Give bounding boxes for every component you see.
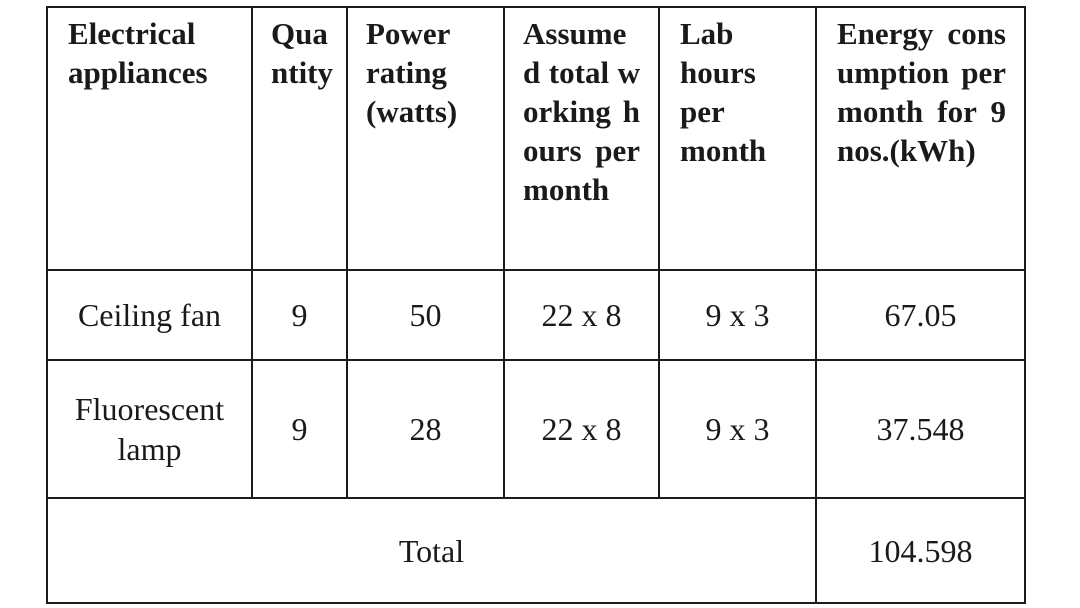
table-header-row: Electrical appliances Quantity Power rat…	[46, 6, 1026, 271]
total-value: 104.598	[815, 497, 1026, 604]
energy-cell: 67.05	[815, 269, 1026, 361]
total-label: Total	[46, 497, 817, 604]
lab-hours-cell: 9 x 3	[658, 359, 817, 499]
header-quantity: Quantity	[251, 6, 348, 271]
table-row: Fluorescent lamp 9 28 22 x 8 9 x 3 37.54…	[46, 359, 1026, 499]
quantity-cell: 9	[251, 359, 348, 499]
quantity-cell: 9	[251, 269, 348, 361]
power-cell: 50	[346, 269, 505, 361]
table-row: Ceiling fan 9 50 22 x 8 9 x 3 67.05	[46, 269, 1026, 361]
appliance-cell: Ceiling fan	[46, 269, 253, 361]
energy-consumption-table: Electrical appliances Quantity Power rat…	[46, 6, 1026, 604]
header-lab-hours: Lab hours per month	[658, 6, 817, 271]
header-power-rating: Power rating (watts)	[346, 6, 505, 271]
total-hours-cell: 22 x 8	[503, 359, 660, 499]
energy-cell: 37.548	[815, 359, 1026, 499]
header-appliances: Electrical appliances	[46, 6, 253, 271]
lab-hours-cell: 9 x 3	[658, 269, 817, 361]
header-energy-consumption: Energy consumption per month for 9 nos.(…	[815, 6, 1026, 271]
header-total-working-hours: Assumed total working hours per month	[503, 6, 660, 271]
total-hours-cell: 22 x 8	[503, 269, 660, 361]
appliance-cell: Fluorescent lamp	[46, 359, 253, 499]
total-row: Total 104.598	[46, 497, 1026, 604]
power-cell: 28	[346, 359, 505, 499]
